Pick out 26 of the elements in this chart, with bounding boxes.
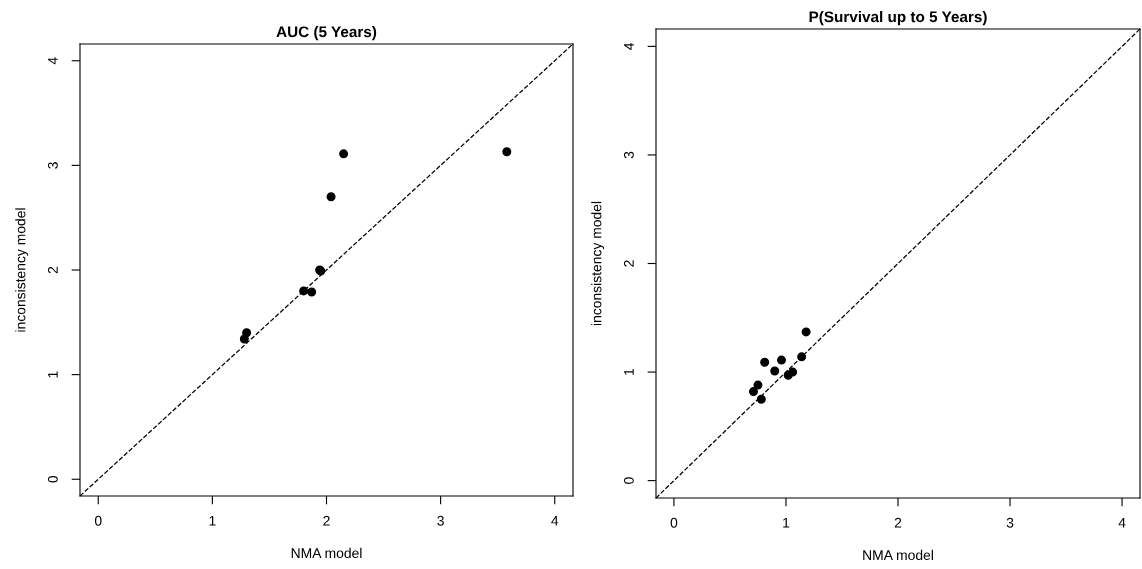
y-tick-label: 1 [48, 371, 58, 378]
chart-title: AUC (5 Years) [276, 25, 377, 41]
x-tick-label: 0 [670, 517, 678, 528]
x-tick-label: 0 [94, 515, 102, 526]
y-tick-label: 2 [623, 260, 634, 267]
y-tick-label: 0 [47, 475, 58, 483]
x-axis-title: NMA model [291, 547, 362, 559]
y-tick-label: 4 [624, 42, 634, 50]
y-tick-label: 1 [624, 368, 634, 375]
y-axis-title: inconsistency model [15, 208, 29, 332]
x-tick-label: 3 [437, 515, 444, 526]
x-tick-label: 3 [1006, 517, 1014, 528]
y-axis-title: inconsistency model [591, 201, 605, 326]
x-tick-label: 1 [209, 515, 216, 526]
y-tick-label: 4 [48, 57, 58, 65]
y-tick-label: 0 [623, 477, 634, 484]
y-tick-label: 3 [623, 151, 634, 159]
y-tick-label: 3 [47, 162, 58, 169]
chart-title: P(Survival up to 5 Years) [809, 10, 987, 26]
y-tick-label: 2 [47, 266, 58, 274]
x-axis-title: NMA model [863, 549, 933, 561]
x-tick-label: 4 [1118, 517, 1126, 528]
x-tick-label: 2 [323, 515, 330, 526]
x-tick-label: 1 [783, 517, 790, 528]
x-tick-label: 2 [894, 517, 902, 528]
x-tick-label: 4 [551, 515, 559, 526]
